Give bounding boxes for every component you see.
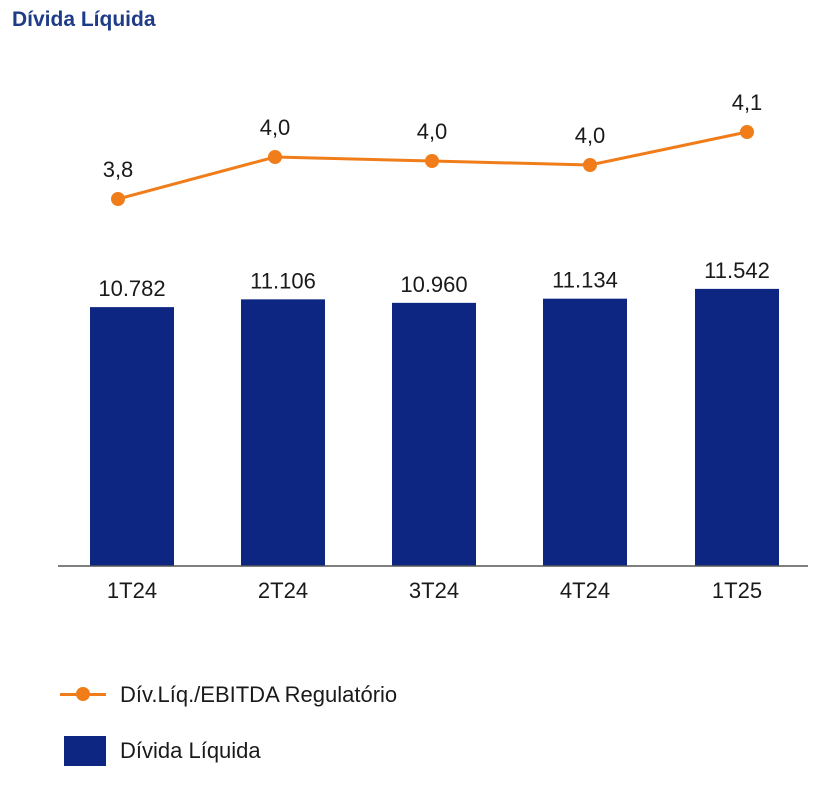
bar-labels-layer: 10.782 11.106 10.960 11.134 11.542: [98, 258, 769, 301]
category-labels-layer: 1T24 2T24 3T24 4T24 1T25: [107, 578, 762, 603]
bar-1T24: [90, 307, 174, 566]
bar-3T24: [392, 302, 476, 566]
bar-value-label: 10.960: [400, 272, 467, 297]
chart-title: Dívida Líquida: [12, 8, 156, 31]
ratio-value-label: 4,0: [260, 115, 291, 140]
ratio-value-label: 4,0: [575, 123, 606, 148]
bar-value-label: 11.542: [704, 258, 770, 283]
ratio-point-3T24: [425, 154, 439, 168]
ratio-point-4T24: [583, 158, 597, 172]
category-label: 1T25: [712, 578, 762, 603]
ratio-point-2T24: [268, 150, 282, 164]
line-labels-layer: 3,8 4,0 4,0 4,0 4,1: [103, 90, 763, 182]
ratio-point-1T25: [740, 125, 754, 139]
ratio-value-label: 3,8: [103, 157, 134, 182]
category-label: 1T24: [107, 578, 157, 603]
ratio-point-1T24: [111, 192, 125, 206]
ratio-value-label: 4,1: [732, 90, 763, 115]
category-label: 3T24: [409, 578, 459, 603]
category-label: 2T24: [258, 578, 308, 603]
bar-value-label: 10.782: [98, 276, 165, 301]
legend-label-ratio: Dív.Líq./EBITDA Regulatório: [120, 682, 398, 707]
bar-value-label: 11.106: [250, 268, 316, 293]
legend-label-debt: Dívida Líquida: [120, 738, 261, 763]
category-label: 4T24: [560, 578, 610, 603]
legend-bar-swatch: [64, 736, 106, 766]
bar-4T24: [543, 298, 627, 566]
bars-layer: [90, 288, 779, 566]
legend-dot-swatch: [76, 687, 90, 701]
bar-2T24: [241, 299, 325, 566]
line-layer: [111, 125, 754, 206]
bar-value-label: 11.134: [552, 268, 618, 293]
chart-area: 10.782 11.106 10.960 11.134 11.542 1T24 2T24 3…: [58, 90, 808, 603]
bar-1T25: [695, 288, 779, 566]
ratio-value-label: 4,0: [417, 119, 448, 144]
